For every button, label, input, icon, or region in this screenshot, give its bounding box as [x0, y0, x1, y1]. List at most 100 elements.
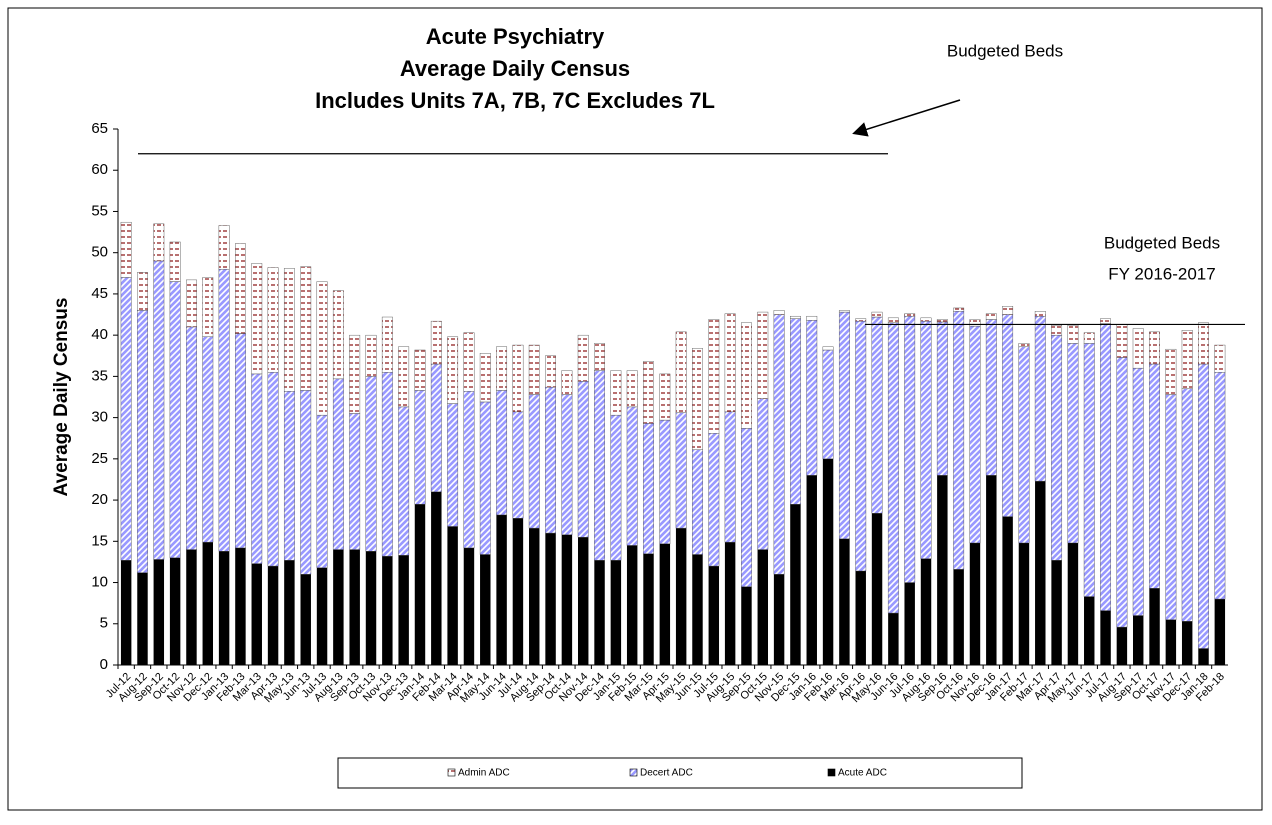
bar-segment [773, 574, 785, 665]
y-tick-label: 65 [91, 120, 108, 137]
legend-label: Admin ADC [458, 768, 510, 779]
bar-segment [447, 403, 459, 527]
bar-segment [414, 390, 426, 505]
bar-segment [643, 423, 654, 554]
bar-segment [545, 386, 556, 534]
annotation: FY 2016-2017 [1108, 264, 1215, 283]
bar-segment [1083, 332, 1095, 344]
bar-segment [333, 549, 344, 665]
bar-segment [790, 318, 801, 505]
y-tick-label: 25 [91, 450, 108, 467]
bar-segment [936, 321, 948, 476]
bar-segment [480, 554, 491, 665]
bar-segment [757, 311, 769, 399]
bar-segment [985, 313, 997, 320]
y-tick-label: 55 [91, 202, 108, 219]
bar-segment [398, 406, 410, 556]
bar-segment [953, 307, 965, 312]
bar-segment [773, 314, 785, 575]
bar-segment [626, 370, 638, 408]
bar-segment [757, 398, 769, 550]
bar-segment [1002, 306, 1014, 315]
bar-segment [251, 563, 262, 665]
bar-segment [1132, 328, 1144, 369]
bar-segment [1165, 619, 1177, 665]
bar-segment [186, 549, 197, 665]
bar-segment [675, 528, 687, 665]
bar-segment [855, 320, 867, 572]
bar-segment [169, 557, 181, 665]
legend-swatch [447, 768, 456, 777]
bar-segment [708, 566, 720, 665]
bar-segment [1018, 542, 1030, 665]
bar-segment [626, 406, 638, 546]
bar-segment [1051, 325, 1063, 336]
bar-segment [235, 243, 246, 334]
legend-swatch [827, 768, 836, 777]
bar-segment [153, 559, 165, 665]
bar-segment [235, 333, 246, 549]
bar-segment [741, 586, 752, 665]
bar-segment [1116, 357, 1128, 628]
bar-segment [545, 533, 556, 665]
bar-segment [953, 569, 964, 665]
bar-segment [724, 411, 736, 543]
bar-segment [969, 319, 981, 327]
bar-segment [1100, 610, 1111, 665]
bar-segment [1034, 315, 1046, 482]
bar-segment [1149, 588, 1160, 665]
bar-segment [838, 311, 850, 540]
y-tick-label: 30 [91, 409, 108, 426]
bar-segment [675, 331, 687, 413]
y-tick-label: 35 [91, 367, 108, 384]
bar-segment [1132, 367, 1144, 616]
bar-segment [887, 317, 899, 323]
bar-segment [626, 545, 638, 665]
bar-segment [528, 344, 540, 395]
bar-segment [1034, 311, 1046, 317]
legend-swatch [629, 768, 638, 777]
bar-segment [936, 319, 948, 323]
bar-segment [202, 277, 214, 338]
bar-segment [643, 361, 654, 424]
bar-segment [741, 322, 752, 429]
bar-segment [528, 394, 540, 529]
bar-segment [1132, 615, 1144, 665]
y-tick-label: 0 [100, 656, 108, 673]
bar-segment [447, 526, 458, 665]
bar-segment [675, 412, 687, 529]
bar-segment [1214, 599, 1226, 665]
bar-segment [577, 381, 589, 538]
bar-segment [1002, 314, 1014, 517]
bar-segment [904, 582, 915, 665]
bar-segment [1165, 348, 1177, 395]
bar-segment [1181, 330, 1193, 389]
bar-segment [692, 554, 703, 665]
bar-segment [1116, 627, 1128, 665]
bar-segment [1116, 324, 1128, 358]
y-axis-label: Average Daily Census [51, 298, 72, 497]
bar-segment [1198, 322, 1209, 365]
bar-segment [855, 318, 867, 322]
bar-segment [169, 241, 181, 282]
bar-segment [920, 320, 932, 559]
bar-segment [153, 223, 165, 262]
bar-segment [365, 334, 377, 377]
bar-segment [1002, 516, 1013, 665]
bar-segment [757, 549, 769, 665]
bar-segment [610, 414, 622, 561]
bar-segment [381, 316, 393, 373]
y-tick-label: 40 [91, 326, 108, 343]
bar-segment [594, 370, 605, 561]
bar-segment [1165, 394, 1177, 620]
bar-segment [953, 311, 965, 570]
bar-segment [186, 326, 197, 550]
bar-segment [1067, 343, 1079, 544]
bar-segment [806, 475, 817, 665]
bar-segment [365, 376, 377, 552]
bar-segment [1181, 621, 1193, 665]
bar-segment [887, 322, 899, 614]
bar-segment [479, 353, 491, 403]
bar-segment [724, 313, 736, 413]
